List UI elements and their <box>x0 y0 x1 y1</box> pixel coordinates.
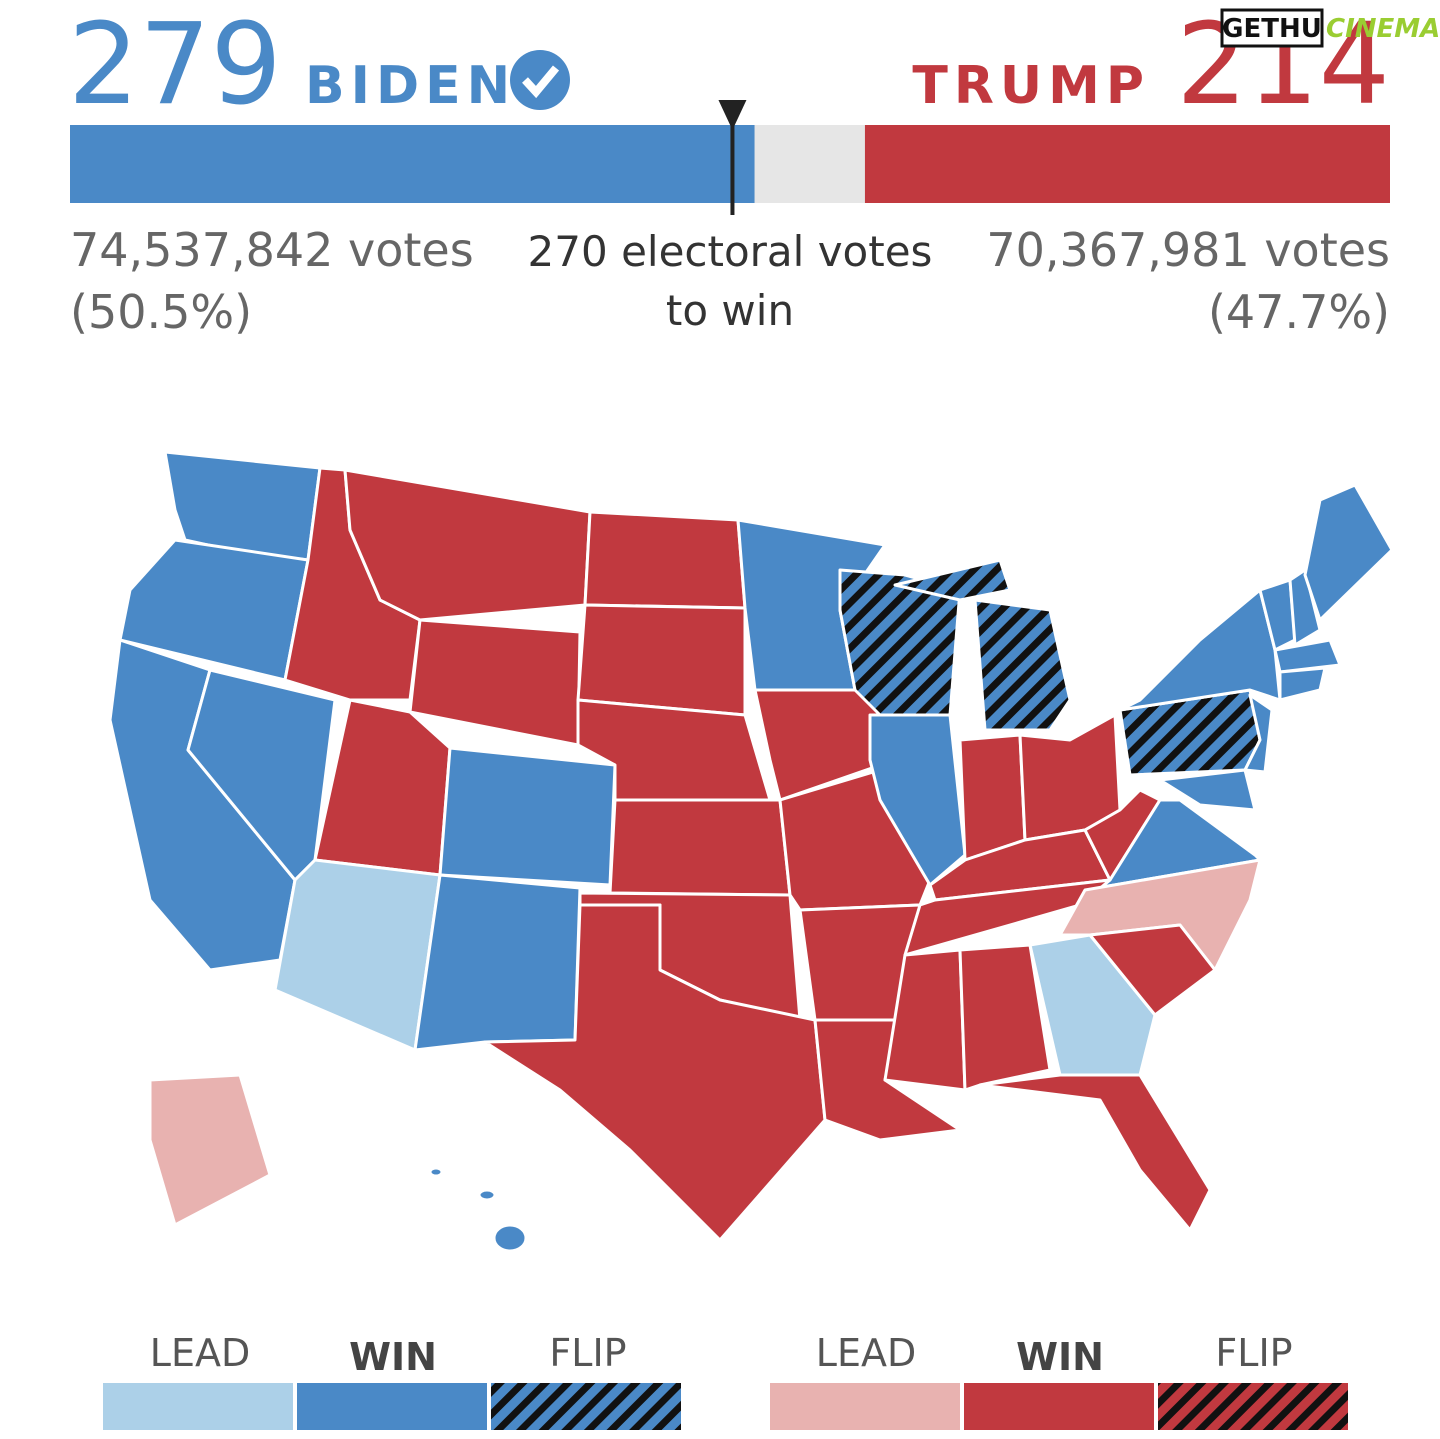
legend-swatch <box>103 1383 293 1430</box>
biden-bar <box>70 125 755 203</box>
electoral-bar <box>70 100 1390 215</box>
watermark: GETHU CINEMA <box>1220 8 1440 48</box>
legend-swatch <box>770 1383 960 1430</box>
watermark-text: CINEMA <box>1326 14 1440 44</box>
legend: LEAD WIN FLIP LEAD WIN FLIP <box>103 1331 1348 1430</box>
trump-votes: 70,367,981 votes <box>986 223 1390 277</box>
watermark-text: GETHU <box>1222 14 1322 44</box>
us-map <box>108 450 1394 1253</box>
biden-electoral: 279 <box>68 0 282 130</box>
check-icon <box>510 50 570 110</box>
legend-label: WIN <box>349 1335 437 1379</box>
legend-label: LEAD <box>150 1331 250 1375</box>
trump-name: TRUMP <box>912 56 1150 116</box>
trump-share: (47.7%) <box>1208 285 1390 339</box>
legend-swatch <box>964 1383 1154 1430</box>
legend-label: FLIP <box>1215 1331 1292 1375</box>
legend-label: WIN <box>1016 1335 1104 1379</box>
biden-votes: 74,537,842 votes <box>70 223 474 277</box>
biden-share: (50.5%) <box>70 285 252 339</box>
biden-name: BIDEN <box>305 56 516 116</box>
threshold-label: 270 electoral votes <box>528 227 933 276</box>
legend-swatch <box>1158 1383 1348 1430</box>
legend-swatch <box>491 1383 681 1430</box>
threshold-marker <box>718 100 747 130</box>
legend-label: FLIP <box>549 1331 626 1375</box>
legend-swatch <box>297 1383 487 1430</box>
threshold-note: to win <box>666 286 794 335</box>
trump-bar <box>864 125 1390 203</box>
legend-label: LEAD <box>816 1331 916 1375</box>
